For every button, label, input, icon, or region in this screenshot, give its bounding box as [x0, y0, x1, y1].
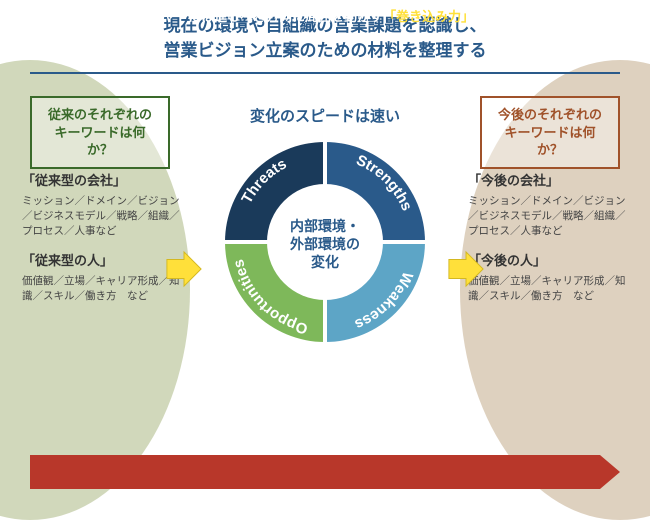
swot-center-line-3: 変化: [311, 254, 339, 270]
past-person-heading: 「従来型の人」: [22, 252, 182, 270]
past-company-text: ミッション／ドメイン／ビジョン／ビジネスモデル／戦略／組織／プロセス／人事など: [22, 194, 182, 238]
box-right-line-2: キーワードは何か？: [504, 125, 595, 158]
footer-message: 営業マネジャーには進むべき方向に周囲を動かす「巻き込み力」が求められる: [0, 0, 650, 34]
arrow-right-icon: [165, 250, 203, 288]
future-person-heading: 「今後の人」: [468, 252, 628, 270]
speed-of-change-label: 変化のスピードは速い: [0, 105, 650, 126]
title-divider: [30, 72, 620, 74]
future-company-heading: 「今後の会社」: [468, 172, 628, 190]
diagram-canvas: 現在の環境や自組織の営業課題を認識し、 営業ビジョン立案のための材料を整理する …: [0, 0, 650, 523]
arrow-right-icon: [447, 250, 485, 288]
swot-center-line-1: 内部環境・: [290, 218, 360, 234]
box-left-line-2: キーワードは何か？: [54, 125, 145, 158]
past-column: 「従来型の会社」 ミッション／ドメイン／ビジョン／ビジネスモデル／戦略／組織／プ…: [22, 172, 182, 318]
future-company-text: ミッション／ドメイン／ビジョン／ビジネスモデル／戦略／組織／プロセス／人事など: [468, 194, 628, 238]
title-line-2: 営業ビジョン立案のための材料を整理する: [164, 41, 487, 60]
future-person-text: 価値観／立場／キャリア形成／知識／スキル／働き方 など: [468, 274, 628, 303]
past-company-heading: 「従来型の会社」: [22, 172, 182, 190]
swot-center-line-2: 外部環境の: [290, 236, 360, 252]
footer-text-emphasis: 「巻き込み力」: [383, 9, 474, 24]
past-person-text: 価値観／立場／キャリア形成／知識／スキル／働き方 など: [22, 274, 182, 303]
swot-wheel: Strengths Weakness Opportunities Threats…: [218, 135, 432, 349]
footer-arrow-band: [30, 455, 620, 489]
footer-text-pre: 営業マネジャーには進むべき方向に周囲を動かす: [98, 9, 383, 24]
future-column: 「今後の会社」 ミッション／ドメイン／ビジョン／ビジネスモデル／戦略／組織／プロ…: [468, 172, 628, 318]
footer-text-post: が求められる: [474, 9, 552, 24]
